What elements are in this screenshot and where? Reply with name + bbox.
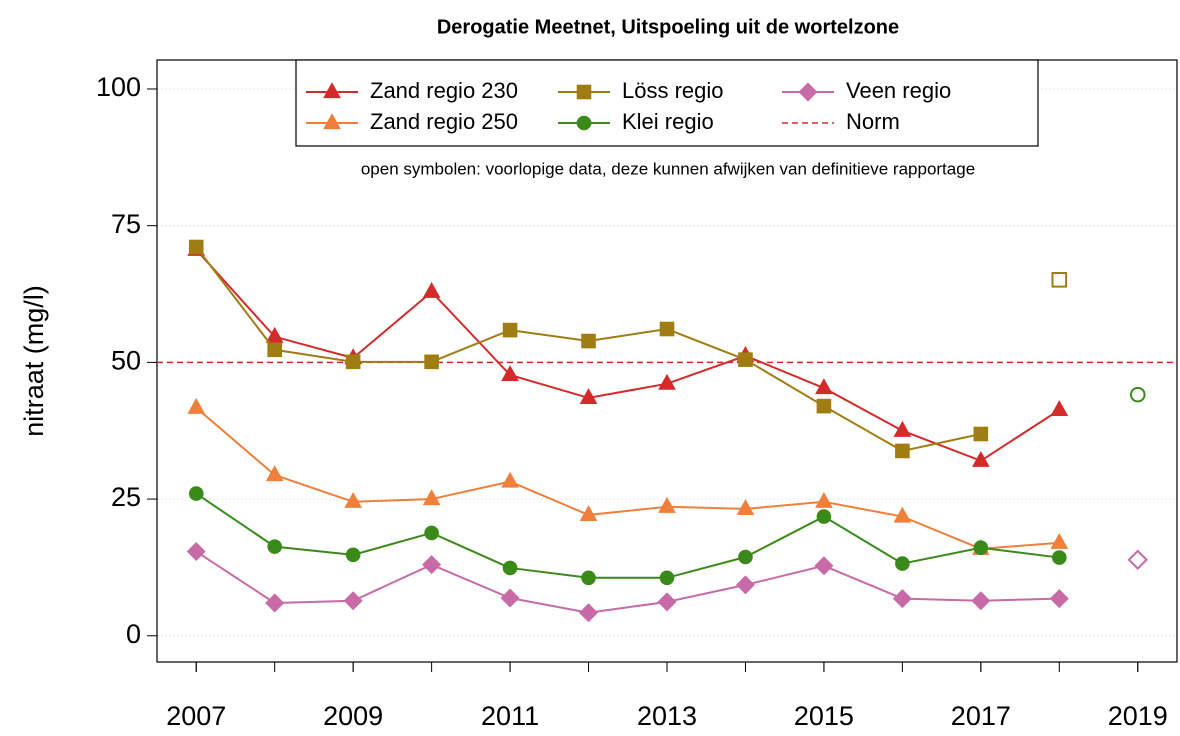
x-tick-label: 2011 <box>481 701 539 731</box>
marker <box>188 486 204 501</box>
marker <box>1049 589 1069 609</box>
marker <box>422 282 441 298</box>
marker <box>267 342 282 358</box>
marker <box>738 352 753 367</box>
series-line <box>195 492 1060 579</box>
marker <box>973 540 989 556</box>
series-line <box>195 406 1060 550</box>
marker <box>816 509 832 524</box>
marker <box>343 591 363 611</box>
legend-label: Zand regio 250 <box>370 109 518 134</box>
marker <box>895 443 910 459</box>
y-tick-label: 75 <box>111 209 141 239</box>
marker <box>971 450 990 467</box>
marker <box>422 555 442 575</box>
marker <box>265 326 284 343</box>
marker <box>265 593 285 613</box>
series-line <box>195 550 1060 614</box>
marker <box>345 354 361 370</box>
y-axis-label: nitraat (mg/l) <box>19 285 49 437</box>
legend-label: Klei regio <box>622 109 714 134</box>
marker <box>893 506 912 523</box>
marker <box>814 556 834 576</box>
marker <box>267 539 282 554</box>
marker <box>186 542 206 562</box>
marker <box>738 549 753 565</box>
note: open symbolen: voorlopige data, deze kun… <box>361 159 975 178</box>
marker <box>893 420 912 437</box>
marker <box>501 471 519 488</box>
marker <box>798 82 818 102</box>
marker <box>659 570 675 586</box>
marker <box>187 397 206 414</box>
series-line <box>195 249 1060 462</box>
marker <box>735 575 755 595</box>
marker <box>502 322 518 338</box>
marker <box>659 321 675 337</box>
marker <box>501 365 519 382</box>
marker <box>1050 532 1069 549</box>
marker <box>658 373 676 390</box>
marker <box>892 589 912 609</box>
marker <box>500 588 520 608</box>
legend-box <box>295 59 1039 147</box>
x-tick-label: 2017 <box>951 701 1011 731</box>
marker <box>188 239 204 255</box>
x-tick-label: 2019 <box>1108 701 1168 731</box>
marker <box>1051 272 1068 288</box>
marker <box>344 491 363 508</box>
y-tick-label: 0 <box>126 619 141 649</box>
series-line <box>195 246 982 453</box>
x-tick-label: 2009 <box>323 701 383 731</box>
marker <box>971 591 991 611</box>
marker <box>345 547 361 563</box>
legend-label: Löss regio <box>622 78 724 103</box>
marker <box>815 378 833 395</box>
marker <box>816 398 832 414</box>
marker <box>1129 386 1146 403</box>
marker <box>424 525 439 541</box>
marker <box>323 113 341 130</box>
x-tick-label: 2013 <box>637 701 697 731</box>
marker <box>422 489 441 506</box>
marker <box>815 491 833 508</box>
marker <box>658 496 676 513</box>
x-tick-label: 2015 <box>794 701 854 731</box>
marker <box>576 84 592 100</box>
marker <box>576 115 592 131</box>
marker <box>973 426 989 442</box>
marker <box>579 388 598 405</box>
y-tick-label: 100 <box>96 72 141 102</box>
legend-label: Veen regio <box>846 78 951 103</box>
marker <box>657 592 677 612</box>
marker <box>579 505 598 522</box>
marker <box>581 570 596 586</box>
chart-title: Derogatie Meetnet, Uitspoeling uit de wo… <box>437 16 899 38</box>
x-tick-label: 2007 <box>166 701 226 731</box>
marker <box>1127 549 1148 570</box>
marker <box>323 82 341 99</box>
marker <box>424 354 439 370</box>
y-tick-label: 25 <box>111 482 141 512</box>
marker <box>581 333 596 349</box>
marker <box>265 465 284 482</box>
marker <box>502 560 518 576</box>
marker <box>1052 550 1067 565</box>
marker <box>736 499 755 516</box>
marker <box>579 603 599 623</box>
marker <box>895 556 910 571</box>
legend-label: Zand regio 230 <box>370 78 518 103</box>
y-tick-label: 50 <box>111 345 141 375</box>
marker <box>1050 400 1069 417</box>
legend-label: Norm <box>846 109 900 134</box>
